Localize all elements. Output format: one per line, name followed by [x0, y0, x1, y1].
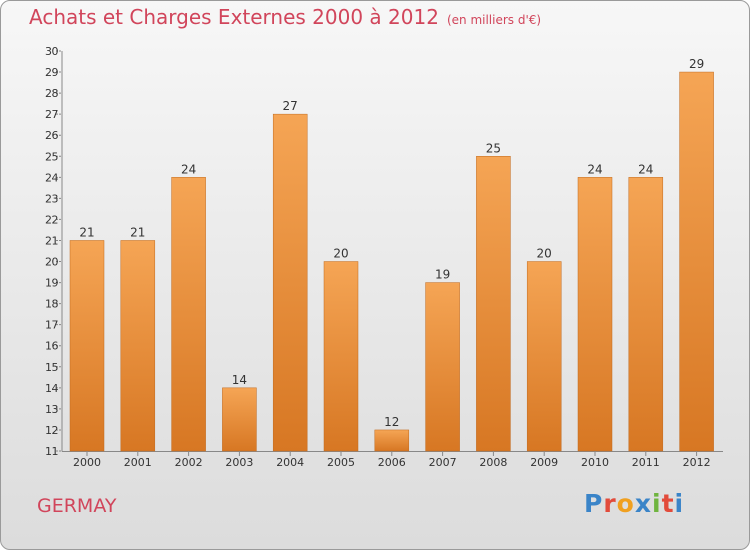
- data-label: 24: [638, 162, 653, 176]
- proxiti-logo[interactable]: Proxiti: [584, 489, 684, 518]
- logo-letter: i: [674, 489, 685, 518]
- chart-unit: (en milliers d'€): [446, 13, 542, 27]
- y-tick-label: 29: [45, 66, 58, 79]
- data-label: 20: [333, 247, 348, 261]
- y-tick-label: 23: [45, 192, 58, 205]
- bar: [577, 177, 613, 452]
- data-label: 21: [130, 225, 145, 239]
- y-tick-label: 11: [45, 445, 58, 458]
- bar: [272, 113, 308, 452]
- y-tick-label: 15: [45, 361, 58, 374]
- logo-letter: o: [616, 489, 635, 518]
- x-tick-label: 2011: [632, 456, 660, 469]
- logo-letter: t: [661, 489, 675, 518]
- x-tick-label: 2006: [378, 456, 406, 469]
- chart-title: Achats et Charges Externes 2000 à 2012 (e…: [29, 5, 541, 29]
- data-label: 12: [384, 415, 399, 429]
- y-tick-label: 14: [45, 382, 58, 395]
- x-tick-label: 2008: [479, 456, 507, 469]
- bar: [425, 282, 460, 452]
- chart-title-text: Achats et Charges Externes 2000 à 2012: [29, 5, 439, 29]
- logo-letter: x: [634, 489, 652, 518]
- data-label: 24: [181, 162, 196, 176]
- data-label: 24: [587, 162, 602, 176]
- x-tick-label: 2009: [530, 456, 558, 469]
- x-tick-label: 2001: [124, 456, 152, 469]
- y-tick-label: 25: [45, 150, 58, 163]
- y-tick-label: 30: [45, 45, 58, 58]
- x-tick-label: 2004: [276, 456, 304, 469]
- x-tick-label: 2000: [73, 456, 101, 469]
- bar: [171, 177, 206, 452]
- data-label: 21: [79, 225, 94, 239]
- bar: [628, 177, 664, 452]
- y-tick-label: 18: [45, 298, 58, 311]
- y-tick-label: 20: [45, 256, 58, 269]
- x-tick-label: 2005: [327, 456, 355, 469]
- logo-letter: r: [603, 489, 617, 518]
- y-tick-label: 16: [45, 340, 58, 353]
- data-label: 19: [435, 268, 450, 282]
- y-tick-label: 26: [45, 129, 58, 142]
- bar: [374, 429, 410, 452]
- bar: [679, 71, 714, 452]
- data-label: 20: [537, 247, 552, 261]
- x-tick-label: 2003: [225, 456, 253, 469]
- data-label: 25: [486, 141, 501, 155]
- y-tick-label: 17: [45, 319, 58, 332]
- y-tick-label: 19: [45, 277, 58, 290]
- bar: [222, 387, 257, 452]
- x-tick-label: 2012: [683, 456, 711, 469]
- y-tick-label: 12: [45, 424, 58, 437]
- city-name: GERMAY: [37, 495, 117, 517]
- data-label: 27: [283, 99, 298, 113]
- y-tick-label: 24: [45, 171, 58, 184]
- bar: [69, 240, 105, 452]
- bar: [476, 156, 511, 452]
- bar: [526, 261, 562, 452]
- y-tick-label: 22: [45, 213, 58, 226]
- y-tick-label: 13: [45, 403, 58, 416]
- logo-letter: i: [652, 489, 662, 518]
- data-label: 14: [232, 373, 247, 387]
- x-tick-label: 2002: [175, 456, 203, 469]
- logo-letter: P: [584, 489, 604, 518]
- data-label: 29: [689, 57, 704, 71]
- y-tick-label: 21: [45, 234, 58, 247]
- x-tick-label: 2010: [581, 456, 609, 469]
- y-tick-label: 28: [45, 87, 58, 100]
- y-tick-label: 27: [45, 108, 58, 121]
- bar: [323, 261, 359, 452]
- x-tick-label: 2007: [429, 456, 457, 469]
- bar: [120, 240, 156, 452]
